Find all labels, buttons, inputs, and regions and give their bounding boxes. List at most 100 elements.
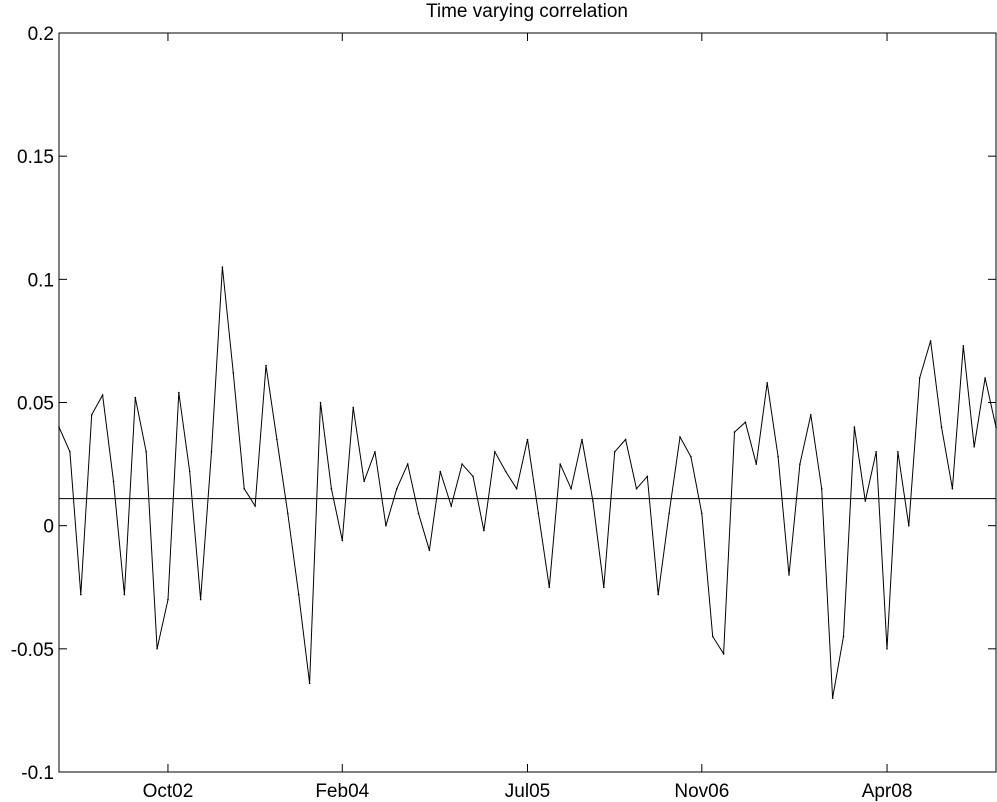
data-point (374, 451, 376, 453)
data-point (711, 635, 714, 638)
data-point (984, 377, 986, 379)
series-line (58, 266, 997, 699)
data-point (199, 598, 202, 601)
data-point (799, 463, 801, 465)
data-point (461, 463, 463, 465)
data-point (210, 451, 213, 453)
data-point (929, 340, 932, 342)
data-point (428, 549, 431, 552)
data-point (908, 524, 910, 527)
data-point (254, 505, 256, 507)
x-tick-label: Apr08 (862, 781, 913, 802)
y-tick-label: 0.15 (17, 147, 54, 168)
y-tick-label: -0.05 (11, 640, 54, 661)
data-point (287, 512, 289, 515)
data-point (101, 394, 104, 396)
x-tick-label: Oct02 (143, 781, 194, 802)
data-point (777, 455, 779, 458)
data-point (559, 463, 561, 465)
data-point (635, 487, 638, 490)
data-point (646, 475, 649, 478)
data-point (722, 653, 725, 655)
data-point (918, 377, 921, 379)
data-point (297, 593, 300, 596)
data-point (592, 500, 594, 502)
data-point (875, 451, 877, 453)
data-point (581, 438, 583, 441)
data-point (80, 593, 82, 596)
data-point (276, 438, 278, 441)
data-point (537, 512, 540, 515)
data-point (690, 455, 692, 458)
y-tick-label: -0.1 (21, 763, 54, 784)
data-point (483, 529, 485, 532)
data-point (178, 391, 180, 394)
data-point (624, 438, 627, 441)
series-layer (58, 266, 997, 699)
data-point (472, 475, 474, 478)
data-point (526, 438, 529, 441)
data-point (668, 512, 670, 515)
data-point (951, 487, 954, 490)
data-point (744, 421, 747, 424)
x-axis: Oct02 Feb04 Jul05 Nov06 Apr08 (143, 33, 913, 802)
data-point (58, 426, 60, 428)
data-point (504, 470, 507, 473)
data-point (406, 463, 409, 465)
data-point (156, 648, 158, 650)
data-point (330, 487, 333, 490)
data-point (886, 648, 888, 650)
data-point (396, 487, 398, 490)
data-point (755, 463, 758, 465)
data-point (766, 382, 768, 384)
y-tick-label: 0.05 (17, 394, 54, 415)
data-point (69, 451, 71, 453)
data-point (352, 406, 355, 409)
data-point (810, 414, 812, 416)
data-point (788, 574, 790, 576)
y-tick-label: 0.1 (28, 270, 54, 291)
data-point (319, 401, 322, 404)
data-point (940, 426, 943, 428)
data-point (515, 487, 518, 490)
data-point (820, 487, 823, 490)
data-point (864, 500, 867, 502)
data-point (265, 364, 267, 367)
data-point (188, 470, 191, 473)
x-tick-label: Feb04 (315, 781, 369, 802)
data-point (657, 593, 659, 596)
y-axis: -0.1 -0.05 0 0.05 0.1 0.15 0.2 (11, 24, 996, 784)
data-point (548, 586, 551, 589)
data-point (112, 480, 115, 483)
data-point (134, 396, 137, 399)
data-point (221, 266, 224, 268)
data-point (679, 436, 681, 438)
data-point (341, 539, 344, 542)
data-point (701, 512, 703, 515)
data-point (243, 487, 245, 490)
data-point (123, 593, 126, 596)
chart-title: Time varying correlation (426, 1, 628, 22)
data-point (897, 451, 899, 453)
data-point (417, 512, 420, 515)
data-point (733, 431, 736, 433)
y-tick-label: 0 (43, 517, 54, 538)
data-point (308, 682, 311, 685)
data-point (995, 426, 997, 428)
data-point (570, 487, 572, 490)
data-point (842, 635, 845, 638)
data-point (494, 451, 496, 453)
data-point (145, 451, 147, 453)
data-point (363, 480, 365, 483)
plot-frame (58, 32, 997, 773)
x-tick-label: Nov06 (674, 781, 729, 802)
data-point (90, 414, 93, 416)
data-point (853, 426, 856, 428)
data-point (167, 598, 169, 601)
y-tick-label: 0.2 (28, 24, 54, 45)
data-point (450, 505, 453, 507)
data-point (973, 446, 975, 448)
data-point (232, 372, 235, 374)
data-point (831, 697, 834, 699)
data-point (439, 470, 442, 473)
